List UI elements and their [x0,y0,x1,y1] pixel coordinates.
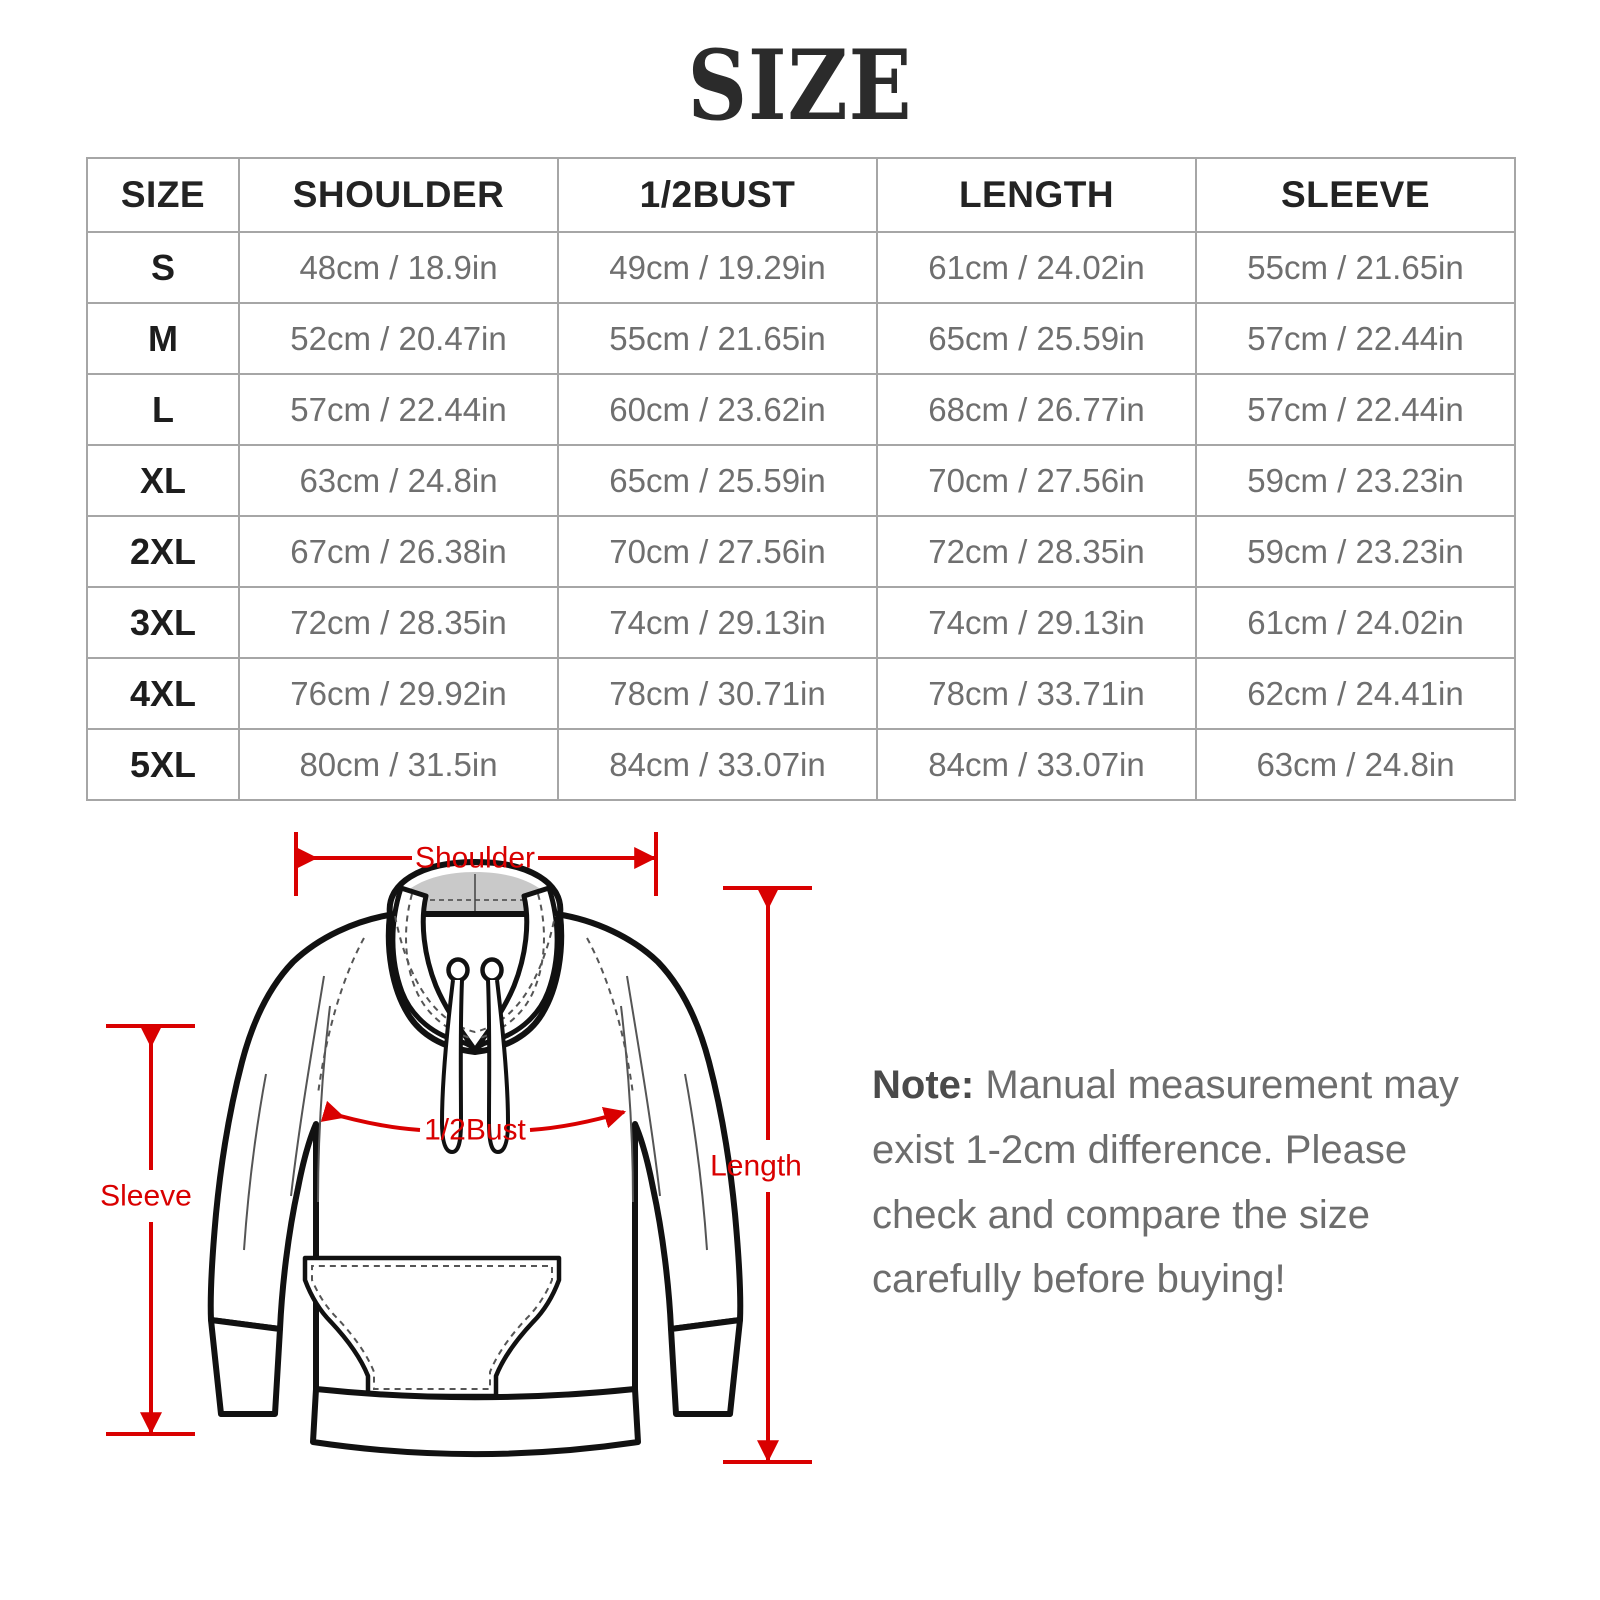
cell-bust: 84cm / 33.07in [557,728,878,801]
cell-shoulder: 76cm / 29.92in [238,657,559,730]
sleeve-measurement: Sleeve [100,1024,195,1436]
drawstring-left [439,979,464,1155]
cell-sleeve: 57cm / 22.44in [1195,302,1516,375]
shoulder-measurement: Shoulder [294,832,658,896]
cell-size: 2XL [86,515,240,588]
cell-shoulder: 57cm / 22.44in [238,373,559,446]
cell-size: XL [86,444,240,517]
cell-size: L [86,373,240,446]
hoodie-illustration: Shoulder 1/2Bust Length [100,832,812,1464]
table-row: 5XL 80cm / 31.5in 84cm / 33.07in 84cm / … [86,728,1516,801]
table-row: 2XL 67cm / 26.38in 70cm / 27.56in 72cm /… [86,515,1516,588]
table-row: XL 63cm / 24.8in 65cm / 25.59in 70cm / 2… [86,444,1516,517]
cell-length: 74cm / 29.13in [876,586,1197,659]
cell-size: S [86,231,240,304]
length-label: Length [710,1150,802,1183]
cell-bust: 60cm / 23.62in [557,373,878,446]
sleeve-fold-right-1 [626,975,661,1197]
hoodie-garment [207,859,744,1457]
cell-length: 84cm / 33.07in [876,728,1197,801]
neck-seam [394,915,556,1034]
sleeve-fold-left-2 [243,1073,267,1251]
table-row: M 52cm / 20.47in 55cm / 21.65in 65cm / 2… [86,302,1516,375]
drawstring-right [486,979,511,1155]
shoulder-label: Shoulder [415,842,535,875]
eyelet-left [446,957,470,983]
cell-size: 5XL [86,728,240,801]
bust-measurement: 1/2Bust [320,1100,627,1147]
cell-length: 68cm / 26.77in [876,373,1197,446]
shoulder-seam-right [586,937,634,1095]
column-header-sleeve: SLEEVE [1195,157,1516,233]
table-row: S 48cm / 18.9in 49cm / 19.29in 61cm / 24… [86,231,1516,304]
column-header-shoulder: SHOULDER [238,157,559,233]
cell-size: M [86,302,240,375]
cell-length: 61cm / 24.02in [876,231,1197,304]
cell-shoulder: 67cm / 26.38in [238,515,559,588]
body-drape-right [620,1005,634,1203]
cell-shoulder: 52cm / 20.47in [238,302,559,375]
bust-arrow-left-segment [320,1100,421,1132]
eyelet-right [480,957,504,983]
cell-sleeve: 59cm / 23.23in [1195,444,1516,517]
cell-sleeve: 59cm / 23.23in [1195,515,1516,588]
cell-bust: 78cm / 30.71in [557,657,878,730]
cell-bust: 49cm / 19.29in [557,231,878,304]
cell-shoulder: 48cm / 18.9in [238,231,559,304]
hood-drape-right [472,885,560,1053]
cell-length: 65cm / 25.59in [876,302,1197,375]
column-header-length: LENGTH [876,157,1197,233]
table-row: L 57cm / 22.44in 60cm / 23.62in 68cm / 2… [86,373,1516,446]
cell-size: 3XL [86,586,240,659]
measurement-diagram: Shoulder 1/2Bust Length [0,800,1600,1600]
note-label: Note: [872,1063,975,1107]
cell-sleeve: 61cm / 24.02in [1195,586,1516,659]
sleeve-fold-left-1 [290,975,325,1197]
cuff-left [208,1317,283,1417]
hem-band [310,1386,641,1457]
hood-outer [385,859,565,1055]
sleeve-label: Sleeve [100,1180,192,1213]
cell-length: 70cm / 27.56in [876,444,1197,517]
cell-size: 4XL [86,657,240,730]
bust-label: 1/2Bust [424,1114,526,1147]
table-row: 3XL 72cm / 28.35in 74cm / 29.13in 74cm /… [86,586,1516,659]
cell-sleeve: 55cm / 21.65in [1195,231,1516,304]
pocket-stitch [311,1265,553,1390]
note-block: Note: Manual measurement may exist 1-2cm… [872,1053,1492,1312]
size-table: SIZE SHOULDER 1/2BUST LENGTH SLEEVE S 48… [86,157,1516,801]
column-header-bust: 1/2BUST [557,157,878,233]
hood-drape-left [390,885,478,1053]
shoulder-seam-left [317,937,365,1095]
cell-shoulder: 63cm / 24.8in [238,444,559,517]
page-title: SIZE [687,29,913,142]
cell-length: 72cm / 28.35in [876,515,1197,588]
table-row: 4XL 76cm / 29.92in 78cm / 30.71in 78cm /… [86,657,1516,730]
cell-sleeve: 57cm / 22.44in [1195,373,1516,446]
cell-sleeve: 62cm / 24.41in [1195,657,1516,730]
length-measurement: Length [710,886,812,1464]
column-header-size: SIZE [86,157,240,233]
cell-shoulder: 80cm / 31.5in [238,728,559,801]
cell-sleeve: 63cm / 24.8in [1195,728,1516,801]
cell-length: 78cm / 33.71in [876,657,1197,730]
cell-bust: 55cm / 21.65in [557,302,878,375]
cell-bust: 74cm / 29.13in [557,586,878,659]
cell-bust: 65cm / 25.59in [557,444,878,517]
table-header-row: SIZE SHOULDER 1/2BUST LENGTH SLEEVE [86,157,1516,233]
note-text: Manual measurement may exist 1-2cm diffe… [872,1063,1459,1302]
cuff-right [668,1317,743,1417]
cell-shoulder: 72cm / 28.35in [238,586,559,659]
sleeve-fold-right-2 [684,1073,708,1251]
cell-bust: 70cm / 27.56in [557,515,878,588]
bust-arrow-right-segment [529,1107,627,1132]
